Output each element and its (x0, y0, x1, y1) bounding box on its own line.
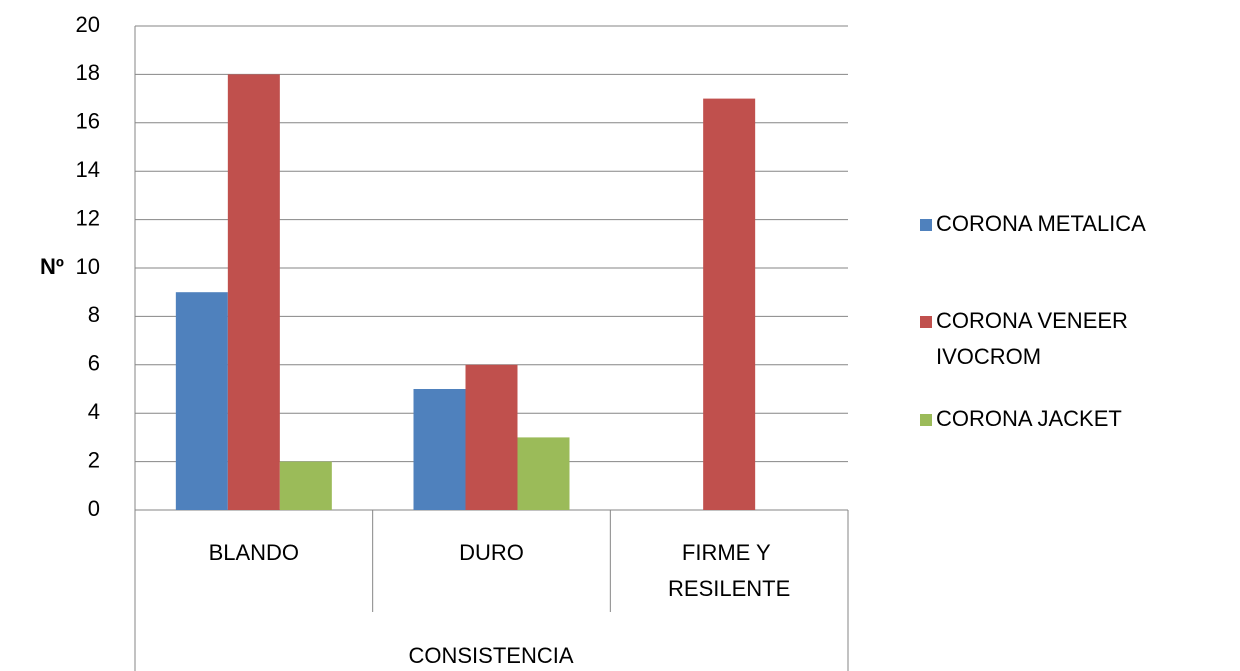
bar (279, 461, 332, 510)
y-tick-label: 0 (88, 496, 100, 521)
y-tick-label: 20 (76, 12, 100, 37)
y-tick-label: 18 (76, 60, 100, 85)
legend-label: CORONA VENEER IVOCROM (936, 308, 1134, 369)
x-tick-label: BLANDO (209, 540, 299, 565)
legend-label: CORONA METALICA (936, 211, 1146, 236)
bar (175, 292, 228, 510)
y-tick-label: 14 (76, 157, 100, 182)
bar (465, 364, 518, 510)
y-tick-label: 10 (76, 254, 100, 279)
legend-swatch (920, 219, 932, 231)
bar (227, 74, 280, 511)
legend-label: CORONA JACKET (936, 406, 1122, 431)
legend-swatch (920, 316, 932, 328)
bar (517, 437, 570, 510)
legend-swatch (920, 414, 932, 426)
x-tick-label: DURO (459, 540, 524, 565)
y-tick-label: 8 (88, 302, 100, 327)
y-tick-label: 6 (88, 351, 100, 376)
y-tick-label: 4 (88, 399, 100, 424)
y-tick-label: 12 (76, 205, 100, 230)
y-tick-label: 16 (76, 109, 100, 134)
bar (413, 389, 466, 510)
x-tick-label: FIRME Y RESILENTE (668, 540, 790, 601)
bar (703, 98, 756, 510)
x-axis-label: CONSISTENCIA (408, 643, 573, 668)
y-axis-label: Nº (40, 254, 64, 279)
y-tick-label: 2 (88, 447, 100, 472)
